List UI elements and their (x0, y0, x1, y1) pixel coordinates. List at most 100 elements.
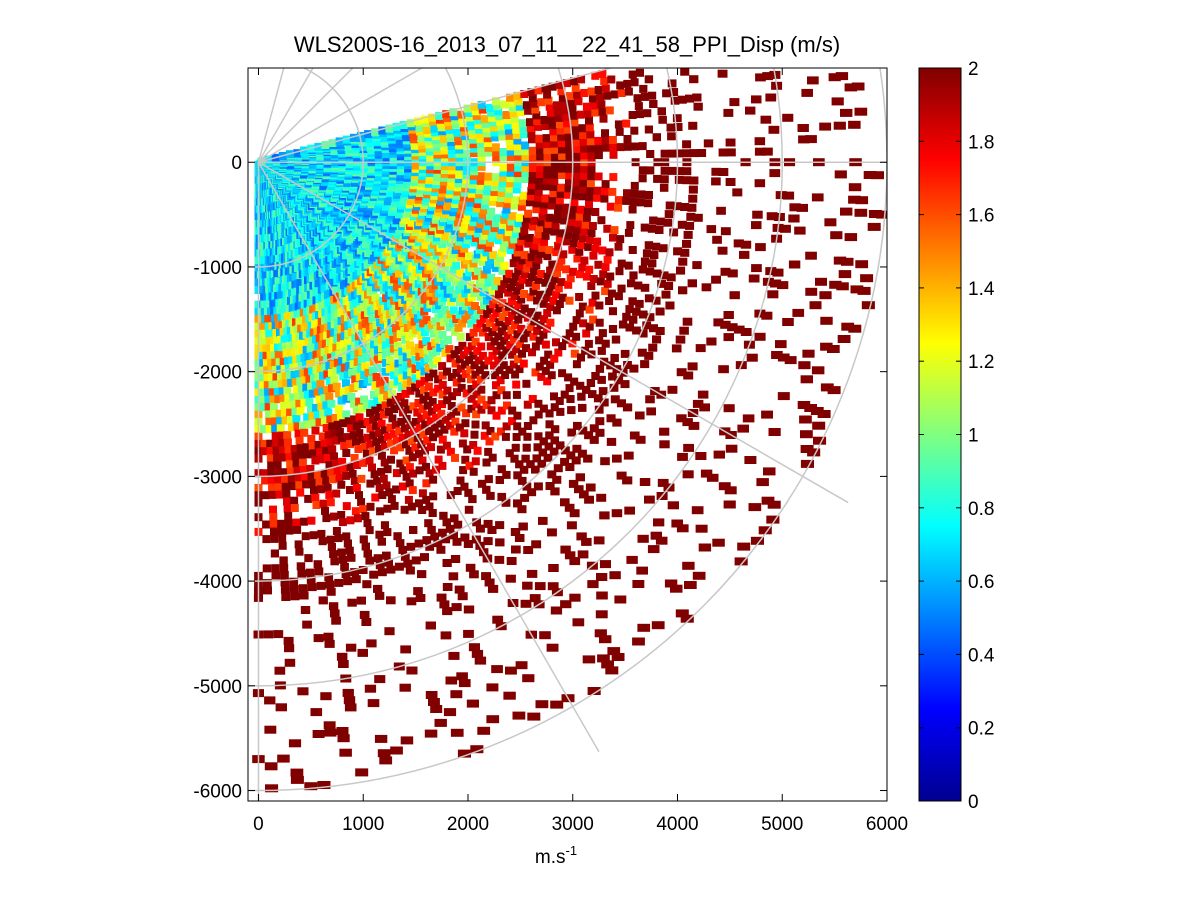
velocity-cell (288, 739, 302, 748)
velocity-cell (492, 309, 501, 318)
velocity-cell (504, 126, 513, 135)
velocity-cell (360, 395, 369, 404)
velocity-cell (302, 620, 312, 629)
velocity-cell (264, 725, 277, 734)
velocity-cell (452, 407, 461, 416)
velocity-cell (275, 358, 284, 367)
velocity-cell (600, 457, 610, 466)
velocity-cell (450, 204, 459, 213)
velocity-cell (819, 122, 832, 131)
velocity-cell (408, 486, 417, 495)
velocity-cell (515, 213, 524, 222)
velocity-cell (446, 421, 454, 430)
velocity-cell (640, 257, 650, 266)
velocity-cell (317, 529, 326, 538)
velocity-cell (487, 273, 496, 282)
velocity-cell (382, 481, 391, 490)
velocity-cell (352, 438, 360, 447)
velocity-cell (292, 518, 301, 527)
velocity-cell (307, 516, 316, 525)
velocity-cell (521, 270, 529, 279)
velocity-cell (297, 362, 306, 371)
velocity-cell (456, 269, 465, 278)
velocity-cell (402, 371, 411, 380)
velocity-cell (570, 118, 579, 127)
velocity-cell (385, 365, 394, 374)
velocity-cell (695, 344, 706, 353)
velocity-cell (651, 242, 661, 251)
velocity-cell (548, 121, 557, 130)
velocity-cell (374, 413, 383, 422)
velocity-cell (323, 355, 331, 363)
velocity-cell (499, 163, 508, 172)
velocity-cell (685, 94, 695, 103)
velocity-cell (446, 354, 455, 363)
velocity-cell (490, 224, 499, 233)
velocity-cell (307, 583, 317, 592)
velocity-cell (499, 153, 508, 162)
velocity-cell (350, 399, 359, 408)
velocity-cell (470, 238, 479, 247)
velocity-cell (562, 237, 571, 246)
velocity-cell (587, 229, 596, 237)
velocity-cell (618, 320, 628, 329)
velocity-cell (286, 460, 295, 469)
velocity-cell (630, 126, 639, 135)
velocity-cell (386, 398, 395, 407)
velocity-cell (494, 258, 502, 267)
colorbar-tick-label: 2 (968, 59, 979, 80)
velocity-cell (404, 405, 413, 414)
velocity-cell (476, 220, 485, 229)
velocity-cell (342, 449, 351, 457)
velocity-cell (346, 516, 355, 525)
velocity-cell (667, 501, 679, 510)
velocity-cell (503, 691, 516, 700)
velocity-cell (508, 240, 517, 249)
velocity-cell (477, 342, 486, 351)
velocity-cell (678, 59, 687, 67)
colorbar-tick-label: 1.2 (968, 352, 994, 373)
velocity-cell (496, 253, 504, 262)
velocity-cell (827, 386, 841, 395)
velocity-cell (723, 500, 736, 509)
velocity-cell (306, 464, 315, 473)
velocity-cell (509, 109, 518, 118)
velocity-cell (497, 465, 506, 474)
velocity-cell (688, 121, 698, 130)
velocity-cell (457, 592, 468, 601)
velocity-cell (429, 433, 437, 442)
velocity-cell (531, 105, 540, 114)
velocity-cell (415, 380, 424, 389)
velocity-cell (338, 357, 347, 366)
velocity-cell (534, 410, 543, 419)
velocity-cell (269, 520, 278, 529)
velocity-cell (440, 425, 449, 434)
velocity-cell (518, 119, 527, 128)
velocity-cell (490, 337, 499, 346)
velocity-cell (497, 226, 506, 235)
velocity-cell (602, 143, 610, 152)
velocity-cell (424, 729, 438, 738)
velocity-cell (451, 277, 460, 286)
velocity-cell (511, 443, 520, 452)
velocity-cell (427, 525, 436, 534)
velocity-cell (506, 179, 514, 188)
velocity-cell (398, 482, 407, 491)
velocity-cell (536, 224, 544, 233)
velocity-cell (600, 194, 609, 203)
velocity-cell (562, 112, 571, 121)
velocity-cell (419, 395, 428, 404)
velocity-cell (310, 358, 319, 367)
velocity-cell (640, 360, 650, 369)
velocity-cell (469, 144, 478, 153)
velocity-cell (470, 213, 479, 222)
velocity-cell (510, 114, 519, 123)
velocity-cell (579, 185, 588, 194)
velocity-cell (300, 354, 309, 362)
velocity-cell (366, 479, 375, 488)
velocity-cell (526, 293, 535, 302)
velocity-cell (516, 108, 525, 117)
velocity-cell (539, 330, 548, 339)
velocity-cell (526, 323, 535, 332)
velocity-cell (454, 323, 463, 332)
